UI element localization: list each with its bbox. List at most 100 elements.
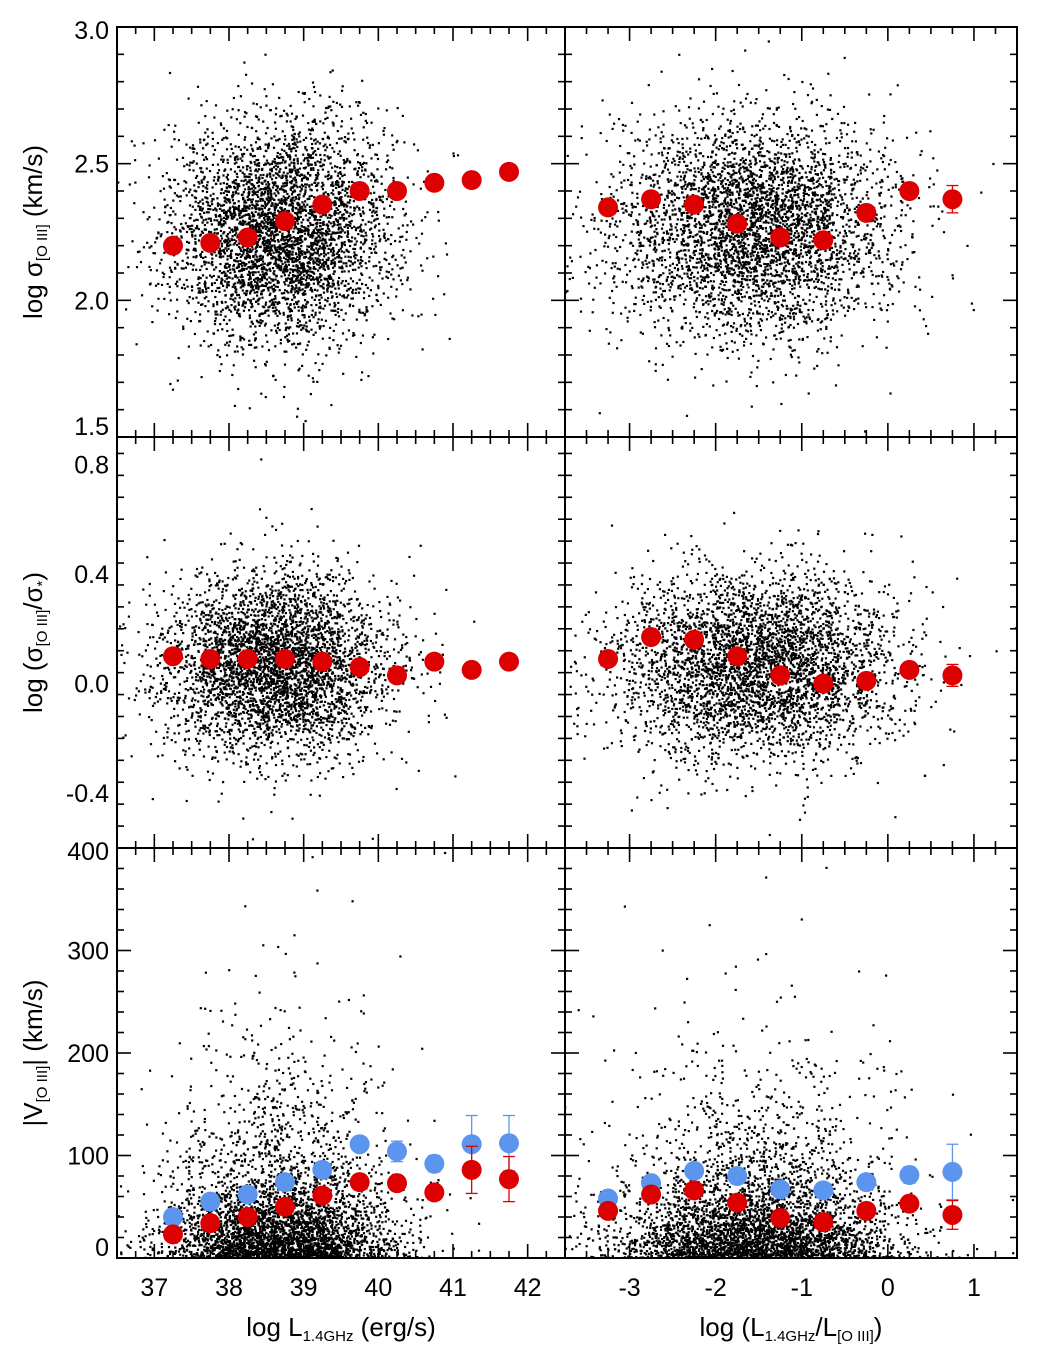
scatter-point	[698, 143, 701, 146]
scatter-point	[415, 236, 418, 240]
scatter-point	[254, 174, 257, 177]
scatter-point	[713, 241, 717, 244]
scatter-point	[228, 231, 232, 234]
scatter-point	[169, 382, 172, 386]
scatter-point	[365, 121, 369, 125]
scatter-point	[390, 234, 393, 237]
scatter-point	[842, 258, 845, 261]
scatter-point	[185, 252, 188, 255]
scatter-point	[278, 268, 281, 271]
scatter-point	[303, 229, 306, 232]
scatter-point	[314, 142, 317, 145]
scatter-point	[301, 283, 304, 286]
scatter-point	[379, 268, 382, 272]
scatter-point	[649, 225, 652, 228]
scatter-point	[231, 293, 234, 296]
scatter-point	[246, 298, 250, 301]
scatter-point	[338, 256, 341, 259]
scatter-point	[694, 217, 697, 220]
scatter-point	[312, 380, 315, 383]
scatter-point	[756, 189, 759, 192]
scatter-point	[319, 153, 322, 157]
scatter-point	[309, 266, 312, 270]
scatter-point	[294, 221, 297, 225]
scatter-point	[233, 404, 236, 407]
scatter-point	[206, 221, 209, 224]
scatter-point	[257, 264, 260, 268]
scatter-point	[361, 282, 364, 285]
scatter-point	[405, 230, 408, 234]
scatter-point	[235, 172, 238, 176]
scatter-point	[607, 342, 610, 345]
scatter-point	[162, 276, 165, 279]
scatter-point	[200, 376, 203, 379]
scatter-point	[345, 338, 348, 341]
scatter-point	[787, 241, 791, 245]
scatter-point	[205, 261, 208, 264]
scatter-point	[251, 207, 254, 210]
scatter-point	[269, 292, 272, 295]
scatter-point	[321, 137, 324, 141]
scatter-point	[864, 238, 867, 241]
scatter-point	[294, 169, 297, 172]
scatter-point	[224, 238, 227, 241]
scatter-point	[314, 314, 317, 317]
scatter-point	[356, 153, 359, 156]
scatter-point	[724, 177, 727, 180]
scatter-point	[284, 283, 287, 286]
scatter-point	[233, 179, 236, 182]
scatter-point	[307, 273, 310, 277]
scatter-point	[328, 285, 331, 288]
scatter-point	[660, 70, 663, 73]
scatter-point	[318, 327, 321, 330]
scatter-point	[254, 191, 257, 194]
scatter-point	[270, 303, 273, 306]
scatter-point	[232, 96, 235, 100]
scatter-point	[294, 117, 297, 121]
scatter-point	[159, 190, 162, 193]
scatter-point	[314, 362, 317, 365]
scatter-point	[236, 260, 239, 263]
scatter-point	[357, 266, 360, 269]
scatter-point	[285, 253, 289, 256]
scatter-point	[239, 276, 242, 279]
scatter-point	[220, 310, 223, 313]
scatter-point	[326, 300, 329, 303]
scatter-point	[213, 116, 216, 119]
scatter-point	[285, 175, 288, 178]
scatter-point	[348, 305, 351, 308]
scatter-point	[317, 318, 320, 321]
scatter-point	[219, 313, 222, 316]
scatter-point	[214, 213, 217, 216]
scatter-point	[297, 281, 300, 284]
scatter-point	[211, 253, 214, 256]
scatter-point	[234, 145, 237, 148]
scatter-point	[314, 311, 317, 314]
scatter-point	[244, 264, 247, 267]
scatter-point	[276, 246, 279, 249]
scatter-point	[242, 166, 245, 169]
scatter-point	[243, 173, 246, 176]
scatter-point	[218, 203, 221, 206]
scatter-point	[353, 247, 357, 251]
scatter-point	[682, 249, 685, 252]
scatter-point	[300, 244, 303, 248]
scatter-point	[762, 214, 765, 217]
scatter-point	[271, 202, 274, 205]
panel-top-left	[116, 26, 566, 438]
scatter-point	[256, 230, 259, 233]
scatter-point	[354, 257, 357, 260]
scatter-point	[325, 262, 328, 265]
scatter-point	[250, 283, 253, 286]
scatter-point	[319, 307, 322, 310]
scatter-point	[191, 285, 194, 288]
scatter-point	[757, 145, 760, 148]
scatter-point	[270, 257, 273, 260]
scatter-point	[313, 243, 316, 246]
scatter-point	[398, 240, 401, 243]
scatter-point	[296, 222, 300, 225]
scatter-point	[287, 155, 290, 158]
scatter-point	[372, 235, 375, 238]
scatter-point	[273, 209, 276, 212]
scatter-point	[317, 263, 320, 267]
